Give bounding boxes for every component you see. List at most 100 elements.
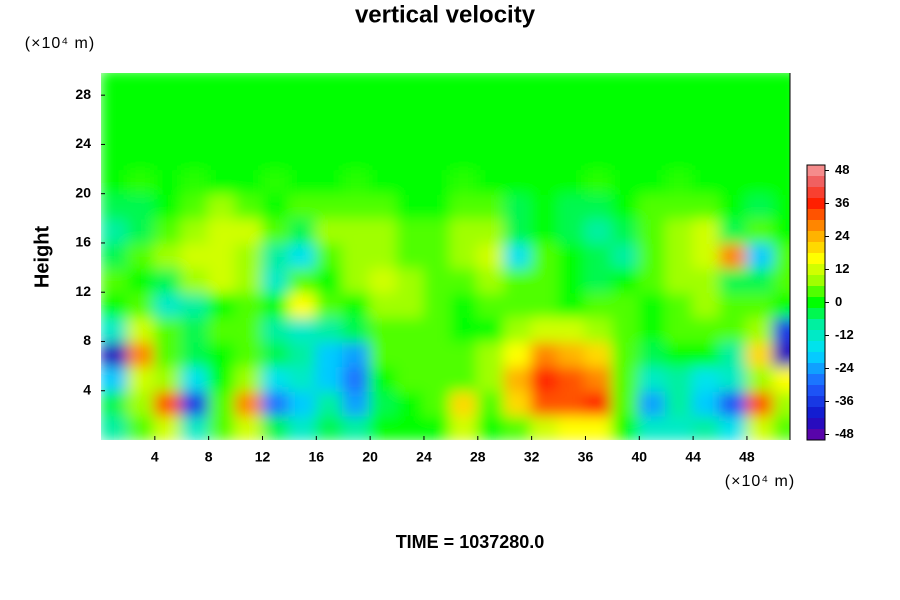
field-cell (101, 414, 129, 440)
field-cell (396, 266, 425, 294)
field-cell (234, 389, 264, 417)
field-cell (503, 192, 533, 220)
field-cell (772, 94, 790, 121)
field-cell (288, 340, 318, 368)
field-cell (207, 340, 237, 368)
field-cell (234, 143, 264, 171)
colorbar-band (807, 330, 825, 341)
field-cell (369, 168, 399, 195)
field-cell (476, 73, 506, 97)
field-cell (611, 73, 641, 97)
field-cell (476, 365, 506, 392)
field-cell (180, 192, 210, 220)
field-cell (449, 241, 479, 269)
colorbar-tick-label: 48 (835, 162, 849, 177)
field-cell (557, 365, 587, 392)
colorbar-band (807, 253, 825, 264)
field-cell (530, 414, 560, 440)
field-cell (719, 143, 748, 171)
field-cell (234, 168, 264, 195)
field-cell (153, 340, 183, 368)
field-cell (638, 168, 668, 195)
field-cell (342, 118, 372, 146)
y-tick-label: 28 (75, 86, 91, 102)
field-cell (611, 168, 641, 195)
field-cell (772, 73, 790, 97)
field-cell (638, 291, 668, 318)
field-cell (396, 414, 425, 440)
field-cell (530, 241, 560, 269)
field-cell (584, 73, 614, 97)
field-cell (692, 73, 722, 97)
field-cell (745, 315, 775, 343)
field-cell (369, 118, 399, 146)
field-cell (611, 241, 641, 269)
field-cell (449, 414, 479, 440)
field-cell (449, 168, 479, 195)
colorbar-band (807, 264, 825, 275)
field-cell (101, 94, 129, 121)
field-cell (503, 315, 533, 343)
field-cell (261, 340, 291, 368)
field-cell (126, 291, 156, 318)
field-cell (234, 94, 264, 121)
field-cell (261, 266, 291, 294)
x-tick-label: 36 (578, 449, 594, 465)
field-cell (180, 365, 210, 392)
field-cell (611, 389, 641, 417)
field-cell (745, 291, 775, 318)
field-cell (557, 291, 587, 318)
field-cell (101, 291, 129, 318)
field-cell (180, 241, 210, 269)
colorbar-tick-label: 36 (835, 195, 849, 210)
field-cell (422, 340, 452, 368)
field-cell (180, 73, 210, 97)
axes: 4 8 12 16 20 24 28 32 36 40 44 48481216202428483624… (75, 73, 855, 465)
colorbar-band (807, 198, 825, 209)
x-tick-label: 28 (470, 449, 486, 465)
field-cell (503, 73, 533, 97)
field-cell (422, 168, 452, 195)
field-cell (503, 340, 533, 368)
field-cell (557, 217, 587, 244)
field-cell (261, 365, 291, 392)
field-cell (557, 94, 587, 121)
field-cell (665, 266, 695, 294)
field-cell (530, 143, 560, 171)
field-cell (342, 291, 372, 318)
field-cell (288, 94, 318, 121)
field-cell (449, 217, 479, 244)
field-cell (422, 217, 452, 244)
field-cell (126, 94, 156, 121)
field-cell (288, 217, 318, 244)
field-cell (611, 291, 641, 318)
field-cell (234, 73, 264, 97)
field-cell (772, 266, 790, 294)
field-cell (745, 168, 775, 195)
field-cell (530, 340, 560, 368)
field-cell (584, 241, 614, 269)
field-cell (584, 266, 614, 294)
field-cell (315, 365, 345, 392)
field-cell (772, 291, 790, 318)
field-cell (153, 291, 183, 318)
x-tick-label: 12 (255, 449, 271, 465)
field-cell (315, 266, 345, 294)
field-cell (288, 241, 318, 269)
field-cell (476, 217, 506, 244)
field-cell (369, 365, 399, 392)
colorbar-band (807, 363, 825, 374)
field-cell (449, 365, 479, 392)
field-cell (719, 118, 748, 146)
field-cell (745, 118, 775, 146)
field-cell (530, 192, 560, 220)
field-cell (638, 217, 668, 244)
field-cell (772, 143, 790, 171)
field-cell (153, 192, 183, 220)
field-cell (745, 414, 775, 440)
colorbar-tick-label: 0 (835, 294, 842, 309)
field-cell (745, 192, 775, 220)
field-cell (584, 365, 614, 392)
field-cell (261, 118, 291, 146)
colorbar-tick-label: 12 (835, 261, 849, 276)
